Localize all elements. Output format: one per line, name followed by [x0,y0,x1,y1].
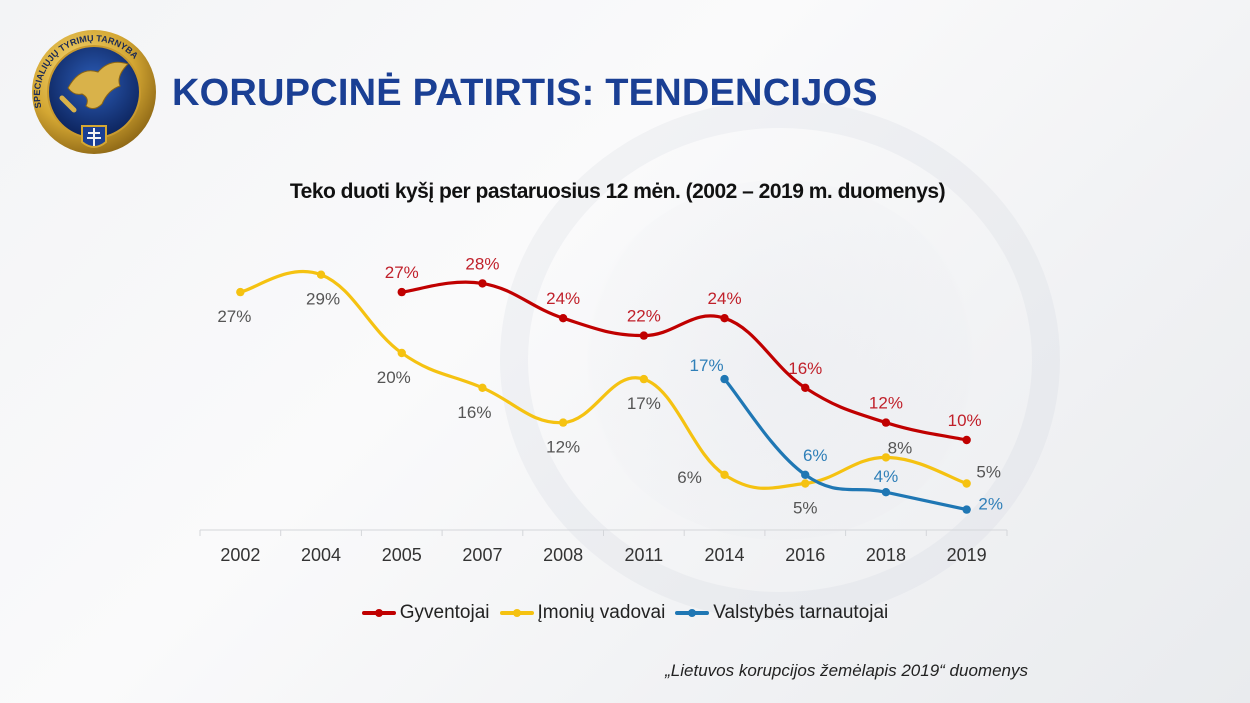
series-lines [238,269,969,512]
data-point [558,418,568,427]
legend-swatch-icon [499,609,534,617]
data-label: 29% [306,290,340,309]
stt-emblem-icon: SPECIALIŲJŲ TYRIMŲ TARNYBA [32,30,156,154]
x-tick-label: 2007 [462,545,502,565]
x-tick-label: 2018 [866,545,906,565]
data-point [236,287,245,297]
data-point [639,374,649,384]
data-label: 5% [976,463,1001,482]
data-point [397,348,406,358]
data-label: 27% [385,263,419,282]
legend-label: Įmonių vadovai [537,602,666,623]
data-point [639,331,649,340]
x-tick-label: 2014 [705,545,745,565]
data-point [558,314,568,323]
legend-label: Gyventojai [399,602,490,623]
data-label: 5% [793,499,818,518]
data-label: 4% [874,467,899,486]
data-label: 6% [803,446,828,465]
x-tick-label: 2019 [947,545,987,565]
data-label: 6% [677,468,702,487]
data-point [801,479,810,488]
legend-item-valstybes-tarnautojai[interactable]: Valstybės tarnautojai [675,602,888,624]
legend-item-gyventojai[interactable]: Gyventojai [361,602,490,624]
data-label: 27% [217,307,251,326]
data-point [478,279,487,288]
data-label: 16% [788,359,822,378]
data-point [397,287,406,297]
x-axis-labels: 2002 2004 2005 2007 2008 2011 2014 2016 2018 2019 [220,545,986,565]
page-title: KORUPCINĖ PATIRTIS: TENDENCIJOS [172,72,878,114]
data-label: 12% [869,394,903,413]
data-label: 22% [627,307,661,326]
x-tick-label: 2002 [220,545,260,565]
data-label: 16% [457,403,491,422]
series-points [236,270,971,514]
data-labels: 27% 28% 24% 22% 24% 16% 12% 10% 27% 29% 20% 16% 12% 1… [217,254,1003,517]
data-point [881,453,891,462]
data-label: 28% [465,254,499,273]
data-point [720,314,729,323]
data-point [962,505,971,514]
data-point [962,479,971,488]
source-note: „Lietuvos korupcijos žemėlapis 2019“ duo… [665,661,1028,680]
x-tick-label: 2004 [301,545,341,565]
series-line-2 [722,377,969,512]
data-label: 8% [888,438,913,457]
data-point [801,383,810,392]
data-label: 24% [708,289,742,308]
data-point [962,435,971,445]
data-label: 17% [690,356,724,375]
data-label: 17% [627,394,661,413]
data-point [881,418,891,427]
data-point [720,374,729,384]
data-label: 24% [546,289,580,308]
legend-item-imoniu-vadovai[interactable]: Įmonių vadovai [499,602,666,624]
data-label: 2% [978,495,1003,514]
series-line-1 [238,269,969,490]
legend-swatch-icon [361,609,396,617]
chart-legend: Gyventojai Įmonių vadovai Valstybės tarn… [0,602,1250,624]
data-point [720,470,729,479]
data-point [478,383,487,392]
legend-swatch-icon [675,609,710,617]
data-label: 10% [948,411,982,430]
data-label: 12% [546,438,580,457]
data-point [801,470,810,479]
x-axis-ticks [199,530,1008,536]
x-tick-label: 2016 [785,545,825,565]
x-tick-label: 2011 [624,545,663,565]
data-point [316,270,326,279]
data-point [881,488,891,497]
x-tick-label: 2005 [382,545,422,565]
data-label: 20% [377,368,411,387]
chart-title: Teko duoti kyšį per pastaruosius 12 mėn.… [289,180,946,203]
series-line-0 [400,280,969,442]
background-watermark-emblem [580,180,980,540]
x-tick-label: 2008 [543,545,583,565]
legend-label: Valstybės tarnautojai [713,602,889,623]
